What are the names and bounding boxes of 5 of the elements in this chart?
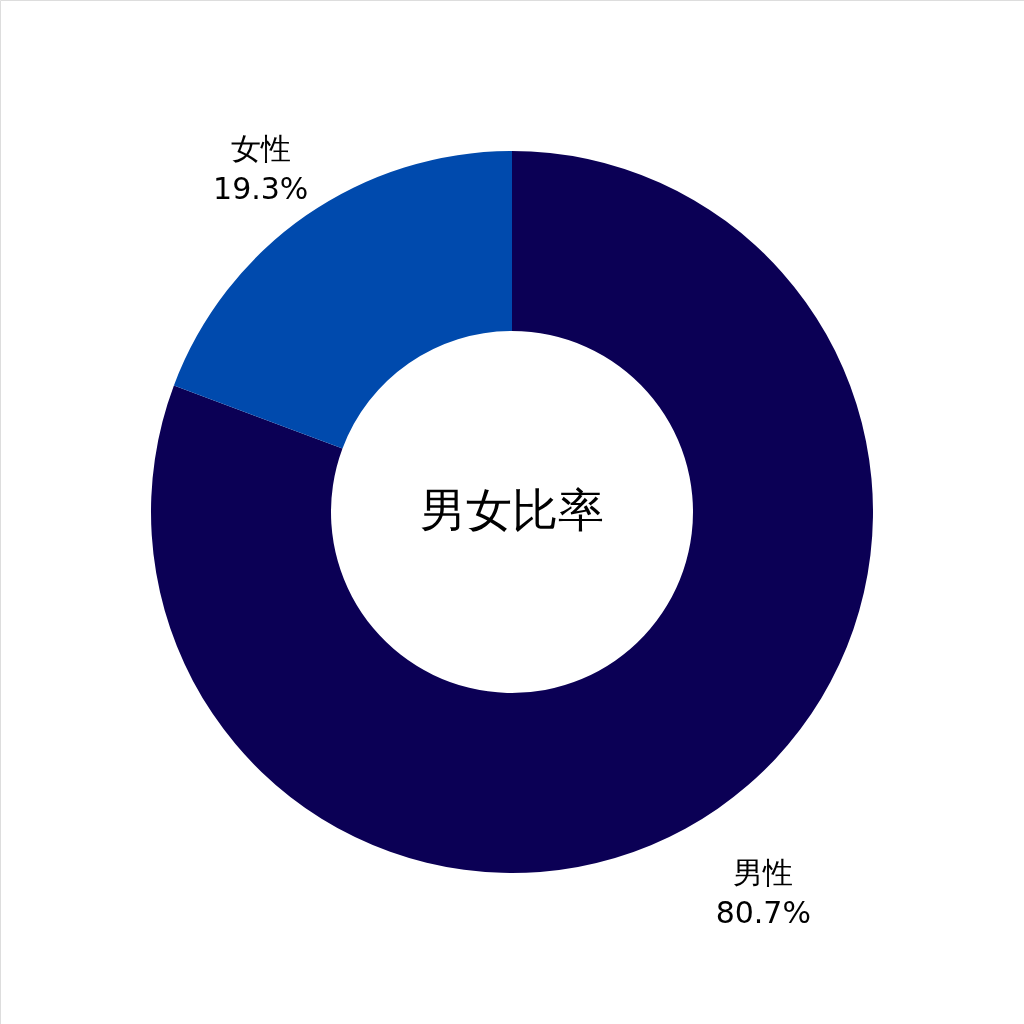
data-label: 80.7% [715,895,811,931]
text: 男女比率 [420,483,604,537]
slice-label: 女性 [230,130,291,166]
data-label: 19.3% [213,170,309,206]
slice-label: 男性 [733,855,794,891]
